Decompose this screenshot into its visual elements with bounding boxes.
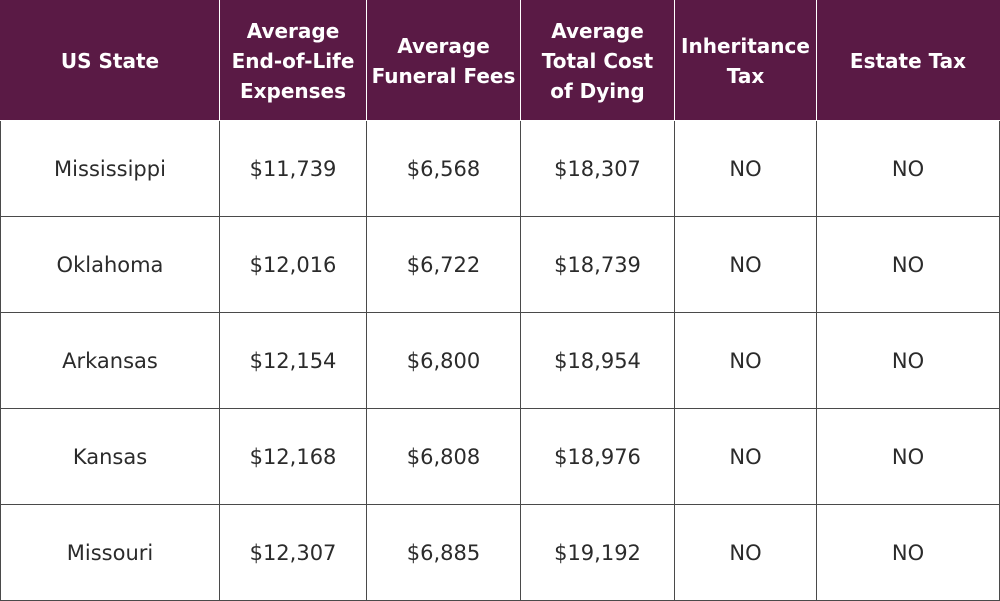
cell-estate-tax: NO	[816, 312, 1000, 409]
column-header-estate-tax: Estate Tax	[816, 0, 1000, 121]
column-header-inheritance-tax: Inheritance Tax	[674, 0, 817, 121]
cell-estate-tax: NO	[816, 504, 1000, 601]
column-header-label: Estate Tax	[849, 48, 967, 73]
column-header-label: Average Total Cost of Dying	[541, 18, 654, 103]
cell-end-of-life-expenses: $12,307	[219, 504, 367, 601]
cell-total-cost-of-dying: $19,192	[520, 504, 675, 601]
column-header-label: Average Funeral Fees	[371, 33, 516, 88]
column-header-us-state: US State	[0, 0, 220, 121]
table-row: Arkansas $12,154 $6,800 $18,954 NO NO	[0, 312, 1000, 409]
cell-funeral-fees: $6,808	[366, 408, 521, 505]
cell-inheritance-tax: NO	[674, 504, 817, 601]
cell-us-state: Mississippi	[0, 120, 220, 217]
column-header-label: Average End-of-Life Expenses	[231, 18, 355, 103]
table-header-row: US State Average End-of-Life Expenses Av…	[0, 0, 1000, 121]
cell-funeral-fees: $6,568	[366, 120, 521, 217]
column-header-funeral-fees: Average Funeral Fees	[366, 0, 521, 121]
cell-funeral-fees: $6,722	[366, 216, 521, 313]
cell-funeral-fees: $6,885	[366, 504, 521, 601]
table-row: Oklahoma $12,016 $6,722 $18,739 NO NO	[0, 216, 1000, 313]
cell-estate-tax: NO	[816, 216, 1000, 313]
cell-total-cost-of-dying: $18,954	[520, 312, 675, 409]
cell-inheritance-tax: NO	[674, 312, 817, 409]
cell-end-of-life-expenses: $12,016	[219, 216, 367, 313]
table-row: Kansas $12,168 $6,808 $18,976 NO NO	[0, 408, 1000, 505]
table-row: Missouri $12,307 $6,885 $19,192 NO NO	[0, 504, 1000, 601]
cell-end-of-life-expenses: $12,168	[219, 408, 367, 505]
table-row: Mississippi $11,739 $6,568 $18,307 NO NO	[0, 120, 1000, 217]
cell-total-cost-of-dying: $18,307	[520, 120, 675, 217]
cell-inheritance-tax: NO	[674, 216, 817, 313]
cell-inheritance-tax: NO	[674, 408, 817, 505]
cell-estate-tax: NO	[816, 120, 1000, 217]
cell-end-of-life-expenses: $12,154	[219, 312, 367, 409]
cell-us-state: Arkansas	[0, 312, 220, 409]
cell-inheritance-tax: NO	[674, 120, 817, 217]
cell-us-state: Missouri	[0, 504, 220, 601]
column-header-end-of-life-expenses: Average End-of-Life Expenses	[219, 0, 367, 121]
cell-estate-tax: NO	[816, 408, 1000, 505]
cell-total-cost-of-dying: $18,976	[520, 408, 675, 505]
column-header-label: Inheritance Tax	[681, 33, 810, 88]
column-header-label: US State	[60, 48, 160, 73]
cell-us-state: Kansas	[0, 408, 220, 505]
cell-us-state: Oklahoma	[0, 216, 220, 313]
column-header-total-cost-of-dying: Average Total Cost of Dying	[520, 0, 675, 121]
cell-total-cost-of-dying: $18,739	[520, 216, 675, 313]
cell-end-of-life-expenses: $11,739	[219, 120, 367, 217]
cell-funeral-fees: $6,800	[366, 312, 521, 409]
